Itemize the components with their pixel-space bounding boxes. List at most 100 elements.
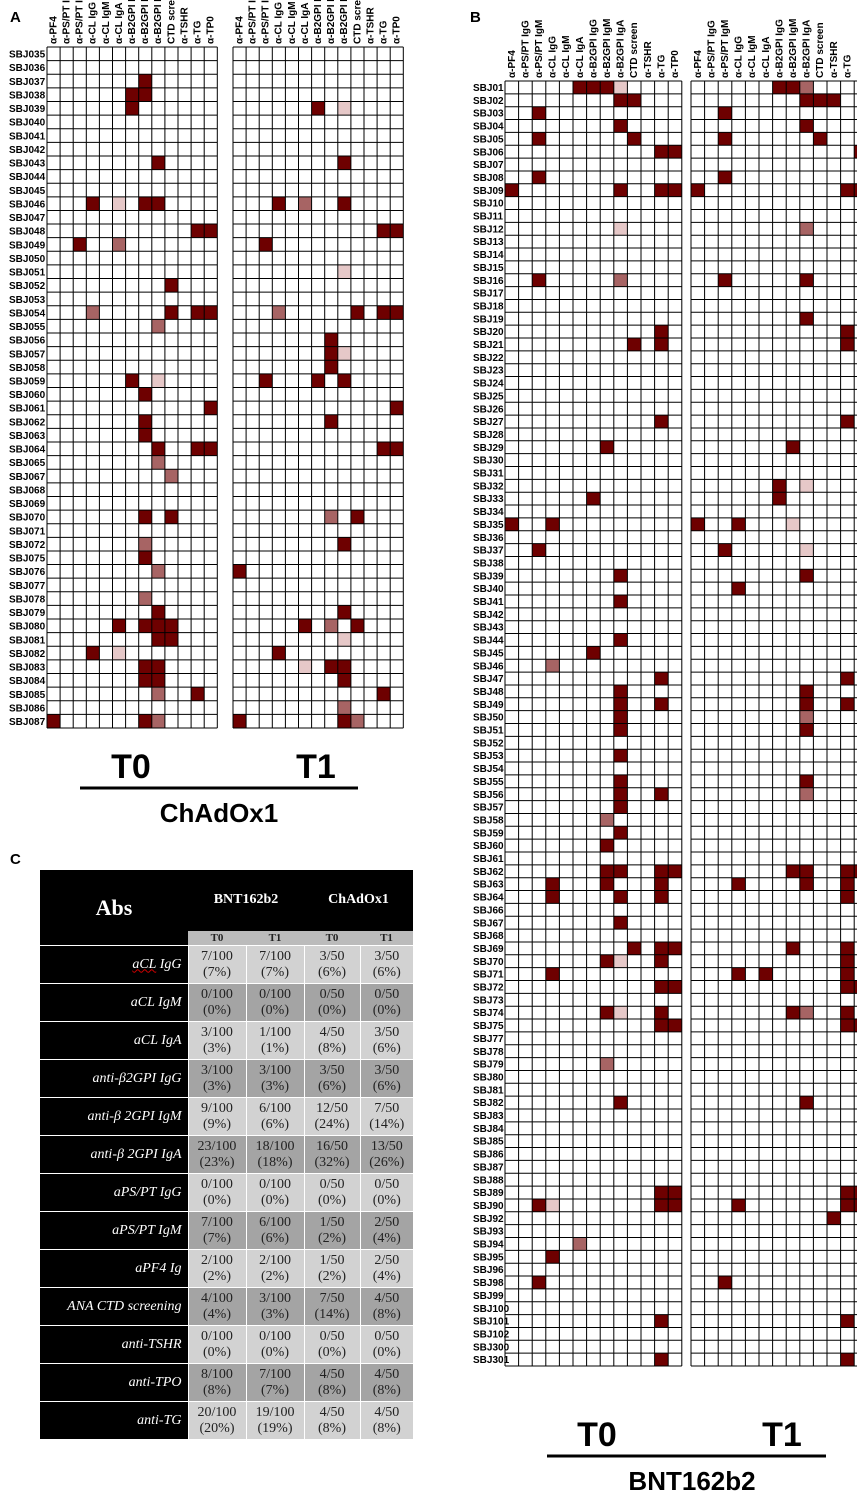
column-header-label: α-PS/PT IgG — [62, 0, 73, 44]
heatmap-cell — [840, 415, 855, 428]
subject-label: SBJ58 — [473, 816, 504, 827]
grid-lines — [690, 80, 857, 1367]
subject-label: SBJ051 — [9, 268, 46, 279]
heatmap-cell — [600, 954, 614, 968]
subject-label: SBJ300 — [473, 1342, 510, 1353]
subject-label: SBJ052 — [9, 281, 46, 292]
column-header-label: α-PF4 — [693, 50, 704, 78]
subject-label: SBJ046 — [9, 199, 46, 210]
column-header-label: α-CL IgM — [101, 1, 112, 44]
subject-label: SBJ075 — [9, 554, 46, 565]
heatmap-cell — [151, 673, 165, 688]
subject-label: SBJ81 — [473, 1085, 504, 1096]
subject-label: SBJ33 — [473, 494, 504, 505]
subject-label: SBJ99 — [473, 1291, 504, 1302]
heatmap-cell — [840, 941, 855, 955]
column-header-label: α-TG — [193, 20, 204, 44]
table-cell: 0/100 (0%) — [245, 1325, 305, 1364]
heatmap-cell — [786, 81, 800, 94]
heatmap-cell — [854, 1186, 857, 1199]
heatmap-cell — [125, 373, 139, 388]
heatmap-cell — [691, 183, 705, 197]
heatmap-cell — [337, 714, 351, 728]
subject-label: SBJ069 — [9, 499, 46, 510]
heatmap-cell — [668, 1019, 682, 1032]
heatmap-cell — [164, 469, 178, 483]
heatmap-cell — [164, 278, 178, 293]
subject-label: SBJ74 — [473, 1008, 504, 1019]
heatmap-cell — [324, 619, 338, 633]
heatmap-cell — [613, 222, 628, 236]
heatmap-cell — [840, 1198, 855, 1212]
table-row: anti-TG 20/100 (20%) 19/100 (19%) 4/50 (8%) 4/5… — [40, 1401, 414, 1439]
heatmap-cell — [138, 74, 152, 88]
heatmap-cell — [151, 714, 165, 728]
table-cell: 0/50 (0%) — [303, 1173, 361, 1212]
heatmap-cell — [545, 890, 560, 904]
column-header-label: α-TSHR — [643, 41, 654, 78]
heatmap-cell — [390, 401, 404, 415]
heatmap-cell — [573, 81, 587, 94]
subject-label: SBJ98 — [473, 1278, 504, 1289]
table-cell: 18/100 (18%) — [245, 1135, 305, 1174]
heatmap-cell — [191, 687, 205, 701]
table-cell: 16/50 (32%) — [303, 1135, 361, 1174]
heatmap-cell — [545, 967, 560, 981]
heatmap-cell — [654, 877, 669, 891]
heatmap-cell — [138, 619, 152, 633]
table-cell: 2/100 (2%) — [187, 1249, 246, 1288]
subject-label: SBJ93 — [473, 1227, 504, 1238]
heatmap-cell — [600, 813, 614, 827]
heatmap-cell — [691, 517, 705, 531]
subject-label: SBJ084 — [9, 676, 46, 687]
heatmap-cell — [573, 1237, 587, 1251]
table-cell: 0/100 (0%) — [245, 983, 305, 1022]
heatmap-cell — [532, 132, 546, 146]
heatmap-cell — [613, 826, 628, 840]
subject-label: SBJ043 — [9, 159, 46, 170]
heatmap-cell — [151, 605, 165, 620]
heatmap-cell — [151, 455, 165, 470]
table-cell: 4/50 (8%) — [359, 1363, 414, 1402]
heatmap-cell — [731, 967, 746, 981]
grid-lines — [504, 80, 683, 1367]
heatmap-cell — [840, 183, 855, 197]
column-header-label: α-PF4 — [48, 16, 59, 44]
subject-label: SBJ50 — [473, 713, 504, 724]
table-cell: 0/100 (0%) — [187, 983, 246, 1022]
table-cell: 1/100 (1%) — [245, 1021, 305, 1060]
column-header-label: α-PS/PT IgM — [720, 20, 731, 78]
heatmap-cell — [654, 325, 669, 338]
table-row: anti-β 2GPI IgM 9/100 (9%) 6/100 (6%) 12/50 (2… — [40, 1097, 414, 1136]
heatmap-cell — [272, 305, 286, 320]
heatmap-cell — [654, 1186, 669, 1199]
heatmap-cell — [125, 101, 139, 116]
subject-label: SBJ52 — [473, 738, 504, 749]
heatmap-cell — [586, 81, 601, 94]
heatmap-cell — [840, 954, 855, 968]
heatmap-cell — [840, 672, 855, 685]
heatmap-cell — [799, 1006, 814, 1020]
table-row: anti-TSHR 0/100 (0%) 0/100 (0%) 0/50 (0%) 0/50(… — [40, 1325, 414, 1364]
subject-label: SBJ39 — [473, 571, 504, 582]
heatmap-cell — [613, 569, 628, 583]
column-header-label: α-PS/PT IgM — [261, 0, 272, 44]
heatmap-cell — [324, 360, 338, 374]
heatmap-cell — [138, 414, 152, 429]
heatmap-cell — [586, 492, 601, 506]
heatmap-cell — [532, 1198, 546, 1212]
column-header-label: α-B2GPI IgA — [153, 0, 164, 44]
heatmap-cell — [545, 517, 560, 531]
heatmap-cell — [337, 605, 351, 620]
heatmap-cell — [164, 305, 178, 320]
heatmap-cell — [272, 196, 286, 211]
subject-label: SBJ92 — [473, 1214, 504, 1225]
heatmap-cell — [772, 479, 787, 493]
subject-label: SBJ78 — [473, 1047, 504, 1058]
subject-label: SBJ301 — [473, 1355, 510, 1366]
subject-label: SBJ035 — [9, 50, 46, 61]
subject-label: SBJ73 — [473, 995, 504, 1006]
subject-label: SBJ51 — [473, 726, 504, 737]
heatmap-cell — [654, 941, 669, 955]
column-header-label: α-TG — [379, 20, 390, 44]
